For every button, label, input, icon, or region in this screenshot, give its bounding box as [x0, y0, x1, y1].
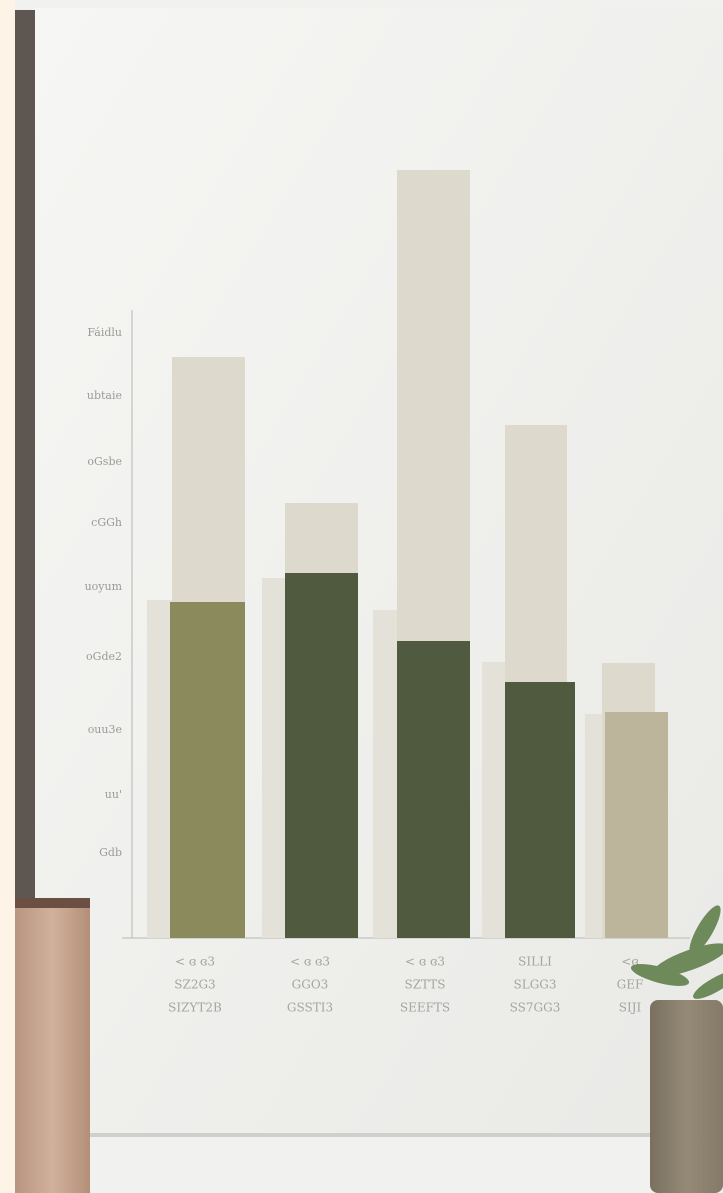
pot-right [650, 1000, 723, 1193]
y-label: oGsbe [87, 455, 122, 468]
bar-side [262, 578, 285, 938]
bar-front [285, 573, 358, 938]
bar-front [397, 641, 470, 938]
y-labels: Fáidlu ubtaie oGsbe cGGh uoyum oGde2 ouu3e uu' G… [85, 326, 123, 859]
bar-side [373, 610, 397, 938]
y-label: uu' [105, 788, 122, 801]
bar-side [585, 714, 603, 938]
x-label: SIZYT2B [168, 1001, 222, 1015]
pot-rim [15, 898, 90, 908]
board [35, 8, 723, 1135]
bar-side [147, 600, 172, 938]
x-label: GGO3 [292, 978, 329, 992]
board-edge [15, 10, 37, 1135]
x-label: SS7GG3 [510, 1001, 561, 1015]
board-shadow [35, 1133, 723, 1137]
x-label: SLGG3 [514, 978, 557, 992]
x-label: GSSTI3 [287, 1001, 333, 1015]
y-label: uoyum [85, 580, 123, 593]
x-label: SEEFTS [400, 1001, 450, 1015]
y-label: Gdb [99, 846, 122, 859]
x-label: SILLI [518, 955, 552, 969]
x-label: < ɞ ɞ3 [405, 955, 445, 969]
x-labels: < ɞ ɞ3 SZ2G3 SIZYT2B < ɞ ɞ3 GGO3 GSSTI3 < ɞ ɞ3… [168, 955, 643, 1015]
y-label: ouu3e [88, 723, 122, 736]
bar-side [482, 662, 505, 938]
x-label: < ɞ ɞ3 [290, 955, 330, 969]
y-label: Fáidlu [87, 326, 122, 339]
y-label: oGde2 [86, 650, 122, 663]
y-label: cGGh [91, 516, 122, 529]
pot-left [15, 898, 90, 1193]
x-label: SIJI [619, 1001, 642, 1015]
x-label: SZ2G3 [174, 978, 215, 992]
x-label: < ɞ ɞ3 [175, 955, 215, 969]
bar-front [170, 602, 245, 938]
x-label: GEF [617, 978, 644, 992]
x-label: SZTTS [404, 978, 445, 992]
y-label: ubtaie [87, 389, 122, 402]
plant [630, 905, 723, 999]
bar-front [505, 682, 575, 938]
bar-front [605, 712, 668, 938]
